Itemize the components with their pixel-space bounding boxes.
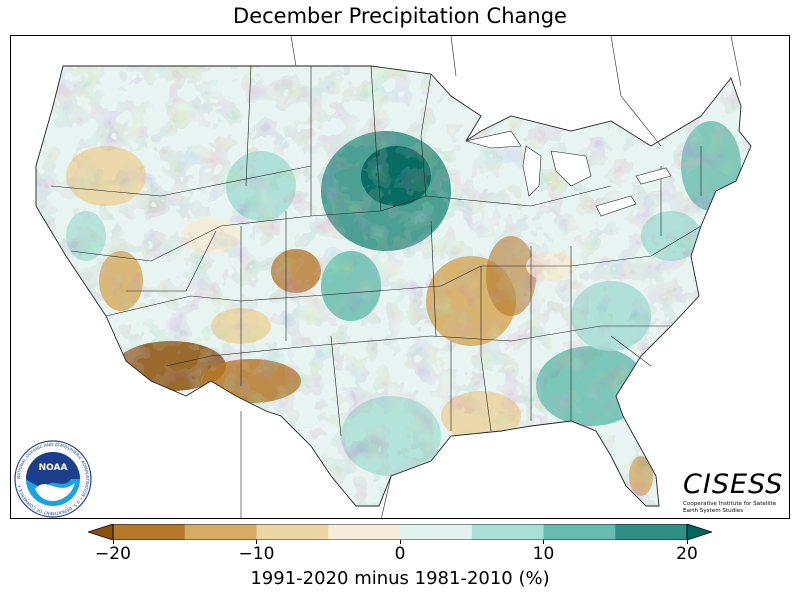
colorbar-tick-mark [399,540,401,544]
colorbar-extend-low [88,524,114,540]
lake-outlines [465,130,672,217]
colorbar-segment [400,524,473,540]
colorbar-tick-label: 20 [676,544,698,564]
colorbar-ticks: −20 −10 0 10 20 [0,540,800,568]
precipitation-map [35,36,752,518]
state-boundaries [35,65,752,507]
colorbar [88,524,712,540]
colorbar-segment [543,524,616,540]
colorbar-tick-mark [543,540,544,544]
colorbar-segment [471,524,544,540]
noaa-text: NOAA [39,463,68,473]
cisess-logo: CISESS Cooperative Institute for Satelli… [683,471,783,515]
chart-title: December Precipitation Change [233,4,567,28]
noaa-logo: NOAA NATIONAL OCEANIC AND ATMOSPHERIC AD… [14,440,92,518]
colorbar-tick-label: 0 [394,544,406,564]
colorbar-extend-high [686,524,712,540]
colorbar-segment [615,524,688,540]
colorbar-segment [113,524,186,540]
colorbar-tick-mark [686,540,688,544]
canada-mexico-borders [240,36,742,518]
colorbar-segment [328,524,401,540]
colorbar-tick-label: −10 [238,544,275,564]
cisess-subtitle: Cooperative Institute for Satellite Eart… [683,501,777,514]
colorbar-tick-mark [256,540,257,544]
colorbar-tick-label: −20 [95,544,131,564]
colorbar-segment [256,524,329,540]
colorbar-tick-label: 10 [532,544,555,564]
map-frame: NOAA NATIONAL OCEANIC AND ATMOSPHERIC AD… [10,35,790,519]
colorbar-tick-mark [112,540,114,544]
colorbar-label: 1991-2020 minus 1981-2010 (%) [250,568,550,589]
colorbar-segment [184,524,257,540]
cisess-name: CISESS [683,469,784,500]
